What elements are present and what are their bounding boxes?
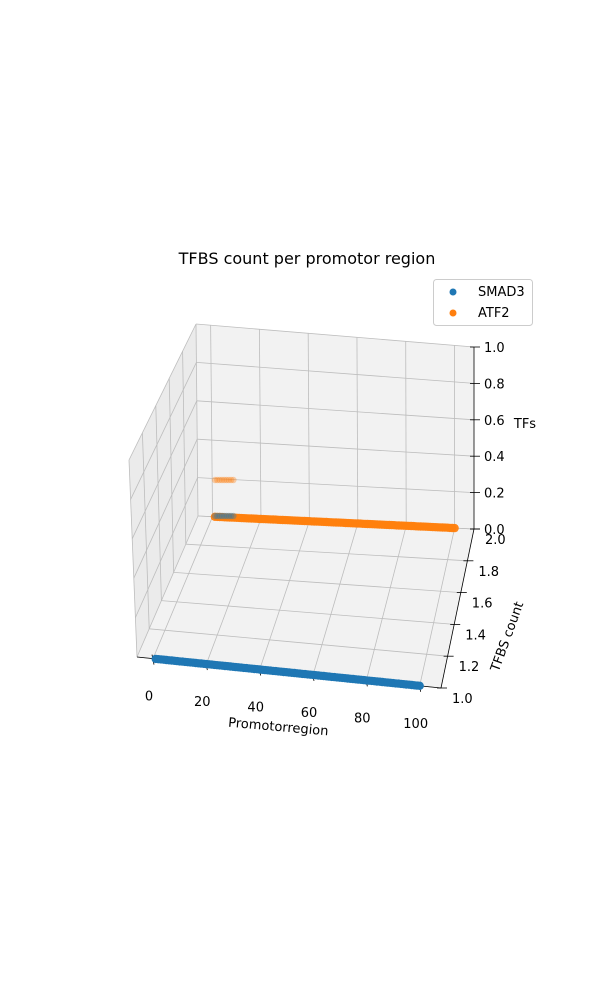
- y-tick-label: 1.4: [465, 628, 486, 643]
- z-tick-label: 0.6: [484, 414, 505, 429]
- z-tick-label: 0.2: [484, 487, 505, 502]
- y-tick-label: 1.6: [472, 597, 493, 612]
- series-shadow-atf2: [212, 477, 237, 483]
- data-point-shadow: [230, 477, 236, 483]
- back-pane: [196, 324, 474, 529]
- data-point-shadow: [230, 513, 236, 519]
- x-tick-label: 20: [194, 695, 211, 710]
- x-tick-label: 0: [145, 690, 153, 705]
- y-tick-label: 1.2: [459, 660, 480, 675]
- z-tick-label: 0.4: [484, 450, 505, 465]
- x-tick-label: 40: [247, 701, 264, 716]
- legend: SMAD3 ATF2: [434, 280, 533, 326]
- chart-title: TFBS count per promotor region: [178, 249, 436, 268]
- x-tick-label: 80: [354, 711, 371, 726]
- x-tick-label: 100: [403, 717, 428, 732]
- z-tick-label: 0.0: [484, 523, 505, 538]
- axis-panes: [129, 324, 474, 688]
- data-point: [416, 682, 424, 690]
- legend-marker-atf2: [450, 310, 457, 317]
- y-axis-label: TFBS count: [488, 600, 527, 675]
- y-tick-label: 1.0: [452, 692, 473, 707]
- legend-marker-smad3: [450, 289, 457, 296]
- series-shadow-smad3: [212, 513, 237, 519]
- z-tick-label: 0.8: [484, 377, 505, 392]
- z-axis-label: TFs: [513, 417, 536, 432]
- legend-label-atf2: ATF2: [478, 306, 510, 321]
- legend-label-smad3: SMAD3: [478, 285, 525, 300]
- y-tick-label: 1.8: [478, 565, 499, 580]
- z-tick-label: 1.0: [484, 341, 505, 356]
- data-point: [450, 524, 458, 532]
- x-tick-label: 60: [301, 706, 318, 721]
